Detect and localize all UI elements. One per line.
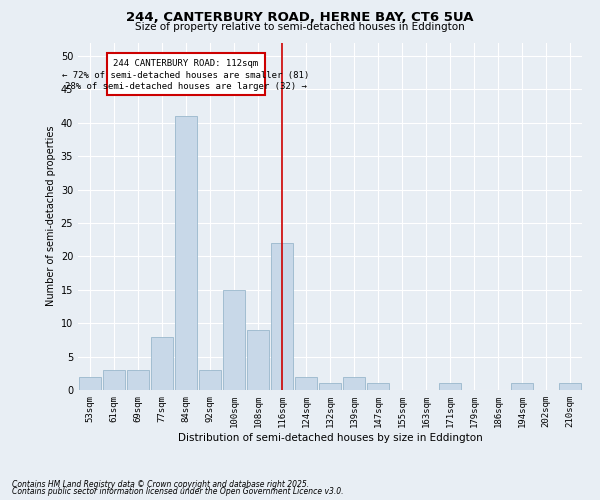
Bar (343, 376, 365, 390)
Bar (439, 384, 461, 390)
Bar (127, 370, 149, 390)
Bar (559, 384, 581, 390)
FancyBboxPatch shape (107, 52, 265, 94)
Text: Contains HM Land Registry data © Crown copyright and database right 2025.: Contains HM Land Registry data © Crown c… (12, 480, 309, 489)
Text: Size of property relative to semi-detached houses in Eddington: Size of property relative to semi-detach… (135, 22, 465, 32)
Y-axis label: Number of semi-detached properties: Number of semi-detached properties (46, 126, 56, 306)
Bar (103, 370, 125, 390)
Bar (367, 384, 389, 390)
Bar (223, 290, 245, 390)
Text: 244, CANTERBURY ROAD, HERNE BAY, CT6 5UA: 244, CANTERBURY ROAD, HERNE BAY, CT6 5UA (126, 11, 474, 24)
Text: 244 CANTERBURY ROAD: 112sqm: 244 CANTERBURY ROAD: 112sqm (113, 58, 259, 68)
Text: 28% of semi-detached houses are larger (32) →: 28% of semi-detached houses are larger (… (65, 82, 307, 91)
Text: ← 72% of semi-detached houses are smaller (81): ← 72% of semi-detached houses are smalle… (62, 70, 310, 80)
Bar (319, 384, 341, 390)
Bar (199, 370, 221, 390)
Bar (151, 336, 173, 390)
Bar (295, 376, 317, 390)
Bar (79, 376, 101, 390)
Bar (175, 116, 197, 390)
Bar (511, 384, 533, 390)
Bar (247, 330, 269, 390)
X-axis label: Distribution of semi-detached houses by size in Eddington: Distribution of semi-detached houses by … (178, 432, 482, 442)
Text: Contains public sector information licensed under the Open Government Licence v3: Contains public sector information licen… (12, 488, 343, 496)
Bar (271, 243, 293, 390)
